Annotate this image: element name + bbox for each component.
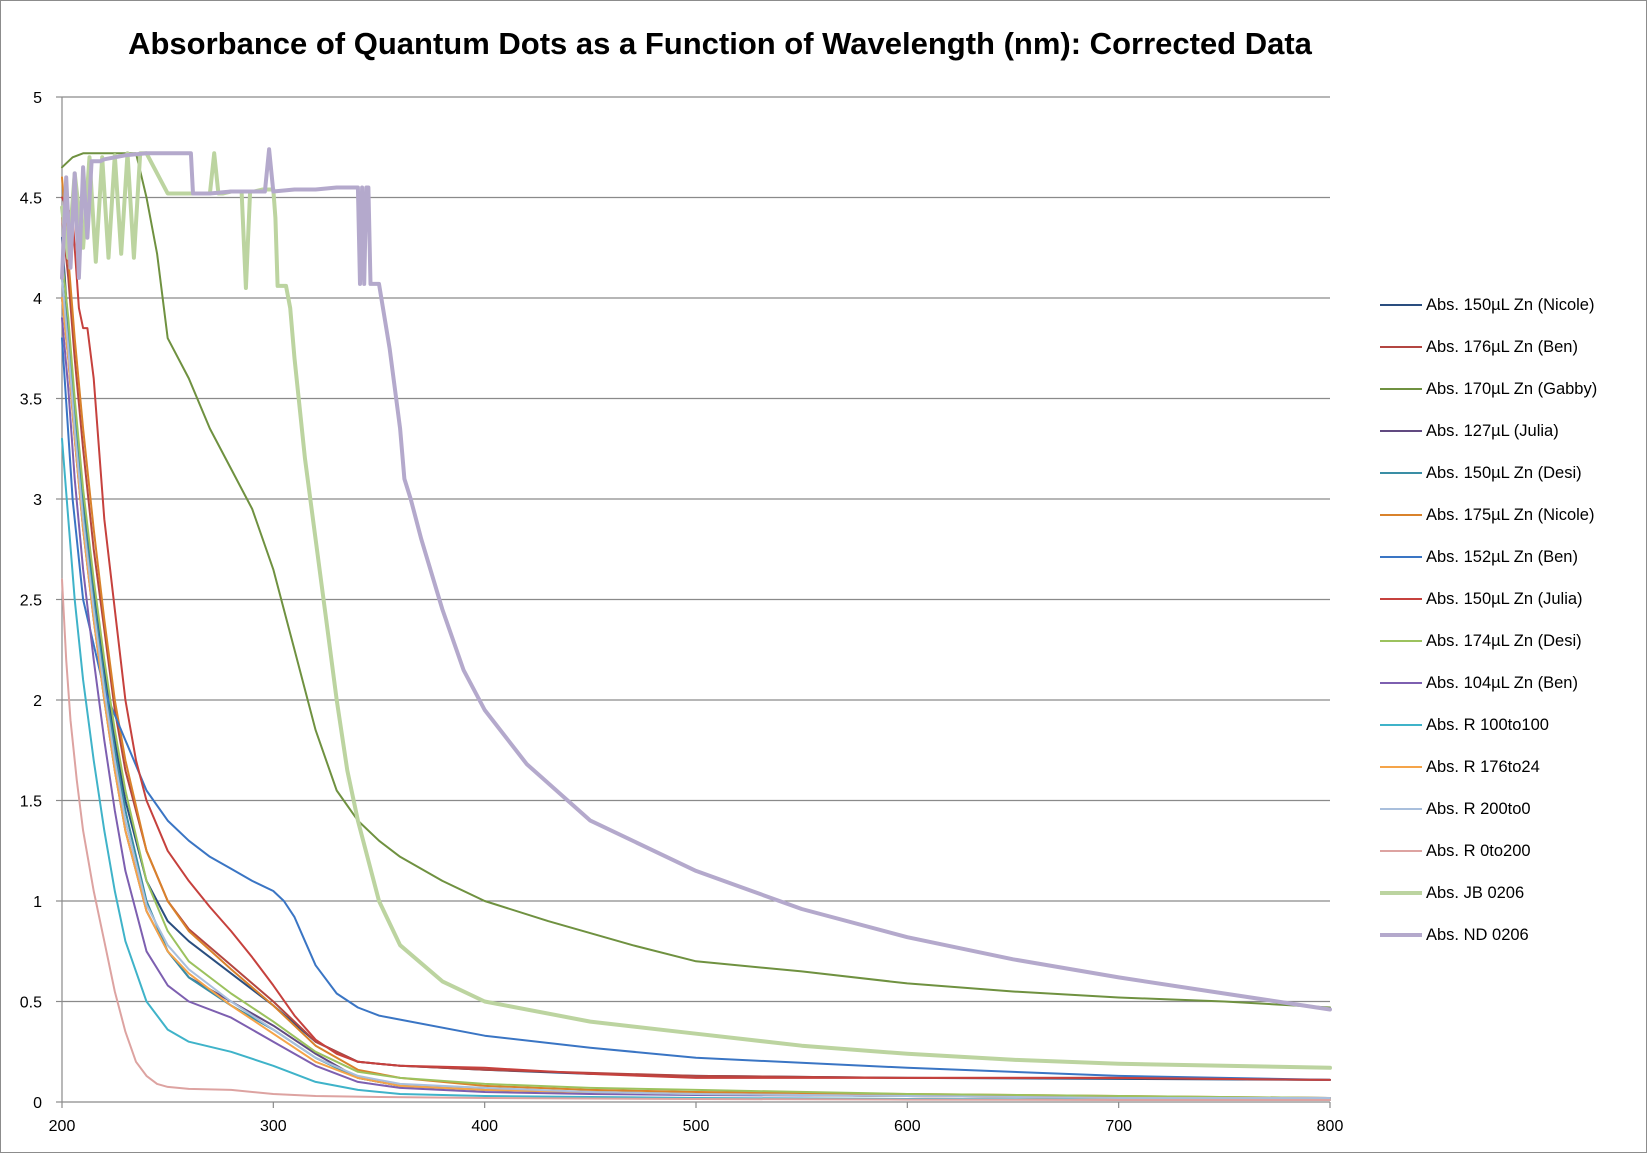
legend-item-6: Abs. 175µL Zn (Nicole) bbox=[1380, 494, 1640, 536]
legend-swatch bbox=[1380, 598, 1422, 600]
legend: Abs. 150µL Zn (Nicole) Abs. 176µL Zn (Ben… bbox=[1380, 284, 1640, 956]
legend-item-3: Abs. 170µL Zn (Gabby) bbox=[1380, 368, 1640, 410]
series-line-15 bbox=[60, 151, 1332, 1070]
series-line-9 bbox=[61, 256, 1331, 1099]
series-line-8 bbox=[61, 196, 1331, 1081]
legend-item-13: Abs. R 200to0 bbox=[1380, 788, 1640, 830]
legend-item-15: Abs. JB 0206 bbox=[1380, 872, 1640, 914]
legend-swatch bbox=[1380, 388, 1422, 390]
series-line-4 bbox=[61, 297, 1331, 1099]
legend-swatch bbox=[1380, 808, 1422, 810]
legend-item-5: Abs. 150µL Zn (Desi) bbox=[1380, 452, 1640, 494]
x-tick-label-2: 400 bbox=[471, 1118, 498, 1135]
legend-label: Abs. 127µL (Julia) bbox=[1426, 421, 1559, 440]
y-tick-label-1: 0.5 bbox=[20, 995, 42, 1012]
legend-label: Abs. 150µL Zn (Julia) bbox=[1426, 589, 1583, 608]
legend-label: Abs. 174µL Zn (Desi) bbox=[1426, 631, 1582, 650]
legend-swatch bbox=[1380, 346, 1422, 348]
legend-label: Abs. R 176to24 bbox=[1426, 757, 1540, 776]
x-tick-label-1: 300 bbox=[260, 1118, 287, 1135]
legend-item-12: Abs. R 176to24 bbox=[1380, 746, 1640, 788]
legend-label: Abs. 170µL Zn (Gabby) bbox=[1426, 379, 1598, 398]
legend-item-16: Abs. ND 0206 bbox=[1380, 914, 1640, 956]
legend-swatch bbox=[1380, 514, 1422, 516]
legend-label: Abs. R 0to200 bbox=[1426, 841, 1531, 860]
y-tick-label-6: 3 bbox=[33, 492, 42, 509]
legend-label: Abs. R 200to0 bbox=[1426, 799, 1531, 818]
series-line-10 bbox=[61, 317, 1331, 1099]
legend-swatch bbox=[1380, 724, 1422, 726]
legend-item-4: Abs. 127µL (Julia) bbox=[1380, 410, 1640, 452]
legend-item-8: Abs. 150µL Zn (Julia) bbox=[1380, 578, 1640, 620]
legend-swatch bbox=[1380, 304, 1422, 306]
y-tick-label-7: 3.5 bbox=[20, 392, 42, 409]
y-tick-label-8: 4 bbox=[33, 291, 42, 308]
y-tick-label-5: 2.5 bbox=[20, 593, 42, 610]
tick-labels: 0 0.5 1 1.5 2 2.5 3 3.5 4 4.5 5 200 300 400 500 600 700 8… bbox=[20, 90, 1344, 1135]
legend-swatch bbox=[1380, 430, 1422, 432]
chart-title: Absorbance of Quantum Dots as a Function… bbox=[128, 26, 1312, 61]
legend-label: Abs. ND 0206 bbox=[1426, 925, 1529, 944]
legend-item-7: Abs. 152µL Zn (Ben) bbox=[1380, 536, 1640, 578]
legend-label: Abs. JB 0206 bbox=[1426, 883, 1525, 902]
legend-label: Abs. 150µL Zn (Desi) bbox=[1426, 463, 1582, 482]
series-line-2 bbox=[61, 216, 1331, 1081]
legend-swatch bbox=[1380, 850, 1422, 852]
y-tick-label-4: 2 bbox=[33, 693, 42, 710]
gridlines bbox=[62, 96, 1330, 1003]
y-tick-label-0: 0 bbox=[33, 1095, 42, 1112]
legend-swatch bbox=[1380, 640, 1422, 642]
series-line-7 bbox=[61, 337, 1331, 1081]
y-tick-label-3: 1.5 bbox=[20, 794, 42, 811]
x-tick-label-6: 800 bbox=[1317, 1118, 1344, 1135]
legend-label: Abs. R 100to100 bbox=[1426, 715, 1549, 734]
series-line-3 bbox=[61, 152, 1331, 1009]
series-line-12 bbox=[61, 297, 1331, 1099]
series-line-13 bbox=[61, 276, 1331, 1099]
legend-swatch bbox=[1380, 933, 1422, 937]
legend-item-10: Abs. 104µL Zn (Ben) bbox=[1380, 662, 1640, 704]
legend-swatch bbox=[1380, 891, 1422, 895]
x-tick-label-3: 500 bbox=[683, 1118, 710, 1135]
series-line-1 bbox=[61, 236, 1331, 1081]
legend-swatch bbox=[1380, 472, 1422, 474]
x-tick-label-4: 600 bbox=[894, 1118, 921, 1135]
series-line-11 bbox=[61, 437, 1331, 1101]
legend-label: Abs. 175µL Zn (Nicole) bbox=[1426, 505, 1595, 524]
y-tick-label-9: 4.5 bbox=[20, 191, 42, 208]
y-tick-label-10: 5 bbox=[33, 90, 42, 107]
legend-swatch bbox=[1380, 766, 1422, 768]
series-line-14 bbox=[61, 578, 1331, 1101]
legend-label: Abs. 176µL Zn (Ben) bbox=[1426, 337, 1578, 356]
x-tick-label-5: 700 bbox=[1105, 1118, 1132, 1135]
series-line-16 bbox=[60, 147, 1332, 1012]
legend-label: Abs. 152µL Zn (Ben) bbox=[1426, 547, 1578, 566]
legend-label: Abs. 150µL Zn (Nicole) bbox=[1426, 295, 1595, 314]
legend-swatch bbox=[1380, 556, 1422, 558]
y-tick-label-2: 1 bbox=[33, 894, 42, 911]
legend-item-1: Abs. 150µL Zn (Nicole) bbox=[1380, 284, 1640, 326]
legend-item-9: Abs. 174µL Zn (Desi) bbox=[1380, 620, 1640, 662]
legend-swatch bbox=[1380, 682, 1422, 684]
series-layer bbox=[60, 147, 1332, 1101]
legend-item-14: Abs. R 0to200 bbox=[1380, 830, 1640, 872]
legend-item-2: Abs. 176µL Zn (Ben) bbox=[1380, 326, 1640, 368]
legend-label: Abs. 104µL Zn (Ben) bbox=[1426, 673, 1578, 692]
x-tick-label-0: 200 bbox=[49, 1118, 76, 1135]
series-line-6 bbox=[61, 176, 1331, 1099]
series-line-5 bbox=[61, 276, 1331, 1099]
legend-item-11: Abs. R 100to100 bbox=[1380, 704, 1640, 746]
